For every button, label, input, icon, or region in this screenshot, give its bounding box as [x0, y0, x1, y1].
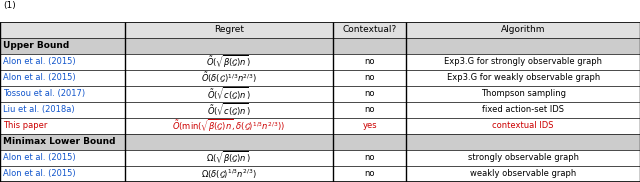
Text: Thompson sampling: Thompson sampling [481, 89, 566, 98]
Text: $\tilde{O}(\min(\sqrt{\beta(\mathcal{G})n}, \delta(\mathcal{G})^{1/3}n^{2/3}))$: $\tilde{O}(\min(\sqrt{\beta(\mathcal{G})… [172, 118, 285, 134]
Bar [125, 22, 333, 38]
Bar [333, 134, 406, 150]
Text: fixed action-set IDS: fixed action-set IDS [482, 105, 564, 114]
Text: Exp3.G for weakly observable graph: Exp3.G for weakly observable graph [447, 73, 600, 82]
Text: $\Omega(\sqrt{\beta(\mathcal{G})n})$: $\Omega(\sqrt{\beta(\mathcal{G})n})$ [207, 150, 251, 166]
Text: contextual IDS: contextual IDS [492, 121, 554, 130]
Text: no: no [364, 89, 375, 98]
Text: $\Omega(\delta(\mathcal{G})^{1/3}n^{2/3})$: $\Omega(\delta(\mathcal{G})^{1/3}n^{2/3}… [201, 167, 257, 181]
Bar [125, 38, 333, 54]
Bar [0, 22, 125, 38]
Text: Exp3.G for strongly observable graph: Exp3.G for strongly observable graph [444, 57, 602, 66]
Text: This paper: This paper [3, 121, 47, 130]
Bar [0, 134, 125, 150]
Text: Minimax Lower Bound: Minimax Lower Bound [3, 137, 115, 147]
Text: Alon et al. (2015): Alon et al. (2015) [3, 169, 75, 179]
Text: $\tilde{O}(\sqrt{c(\mathcal{G})n})$: $\tilde{O}(\sqrt{c(\mathcal{G})n})$ [207, 86, 251, 102]
Text: Contextual?: Contextual? [342, 25, 397, 34]
Text: Alon et al. (2015): Alon et al. (2015) [3, 57, 75, 66]
Text: no: no [364, 57, 375, 66]
Text: strongly observable graph: strongly observable graph [468, 153, 579, 163]
Text: Alon et al. (2015): Alon et al. (2015) [3, 153, 75, 163]
Bar [0, 38, 125, 54]
Text: weakly observable graph: weakly observable graph [470, 169, 577, 179]
Text: Upper Bound: Upper Bound [3, 41, 69, 50]
Text: (1): (1) [3, 1, 16, 10]
Bar [125, 134, 333, 150]
Text: Tossou et al. (2017): Tossou et al. (2017) [3, 89, 84, 98]
Bar [406, 38, 640, 54]
Text: Alon et al. (2015): Alon et al. (2015) [3, 73, 75, 82]
Text: yes: yes [362, 121, 377, 130]
Text: Algorithm: Algorithm [501, 25, 545, 34]
Text: Regret: Regret [214, 25, 244, 34]
Bar [406, 22, 640, 38]
Bar [333, 38, 406, 54]
Bar [406, 134, 640, 150]
Text: no: no [364, 73, 375, 82]
Text: $\tilde{O}(\delta(\mathcal{G})^{1/3}n^{2/3})$: $\tilde{O}(\delta(\mathcal{G})^{1/3}n^{2… [201, 71, 257, 85]
Text: $\tilde{O}(\sqrt{\beta(\mathcal{G})n})$: $\tilde{O}(\sqrt{\beta(\mathcal{G})n})$ [206, 54, 252, 70]
Text: $\tilde{O}(\sqrt{c(\mathcal{G})n})$: $\tilde{O}(\sqrt{c(\mathcal{G})n})$ [207, 102, 251, 118]
Text: Liu et al. (2018a): Liu et al. (2018a) [3, 105, 74, 114]
Text: no: no [364, 105, 375, 114]
Text: no: no [364, 153, 375, 163]
Bar [333, 22, 406, 38]
Text: no: no [364, 169, 375, 179]
